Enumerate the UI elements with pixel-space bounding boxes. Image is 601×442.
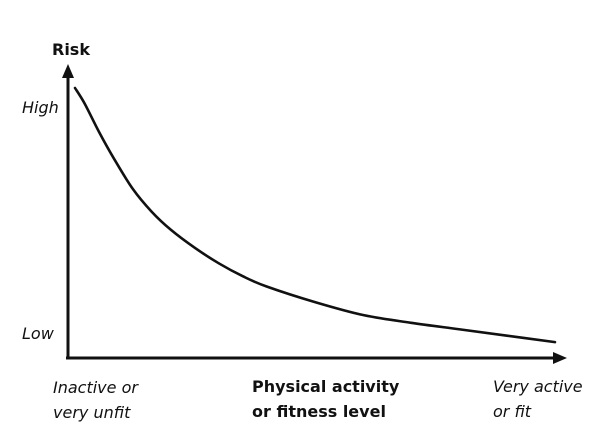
series-layer	[73, 86, 557, 344]
x-axis-arrow	[553, 352, 567, 364]
y-axis-title: Risk	[52, 40, 90, 59]
y-tick-low: Low	[22, 324, 55, 343]
x-left-label-line2: very unfit	[53, 403, 131, 422]
x-right-label-line2: or fit	[493, 402, 532, 421]
y-tick-high: High	[22, 98, 59, 117]
x-left-label-line1: Inactive or	[53, 378, 139, 397]
x-axis-title-line1: Physical activity	[252, 377, 400, 396]
x-axis-title-line2: or fitness level	[252, 402, 386, 421]
y-axis-arrow	[62, 64, 74, 78]
series-line-0	[73, 86, 557, 344]
x-right-label-line1: Very active	[493, 377, 583, 396]
